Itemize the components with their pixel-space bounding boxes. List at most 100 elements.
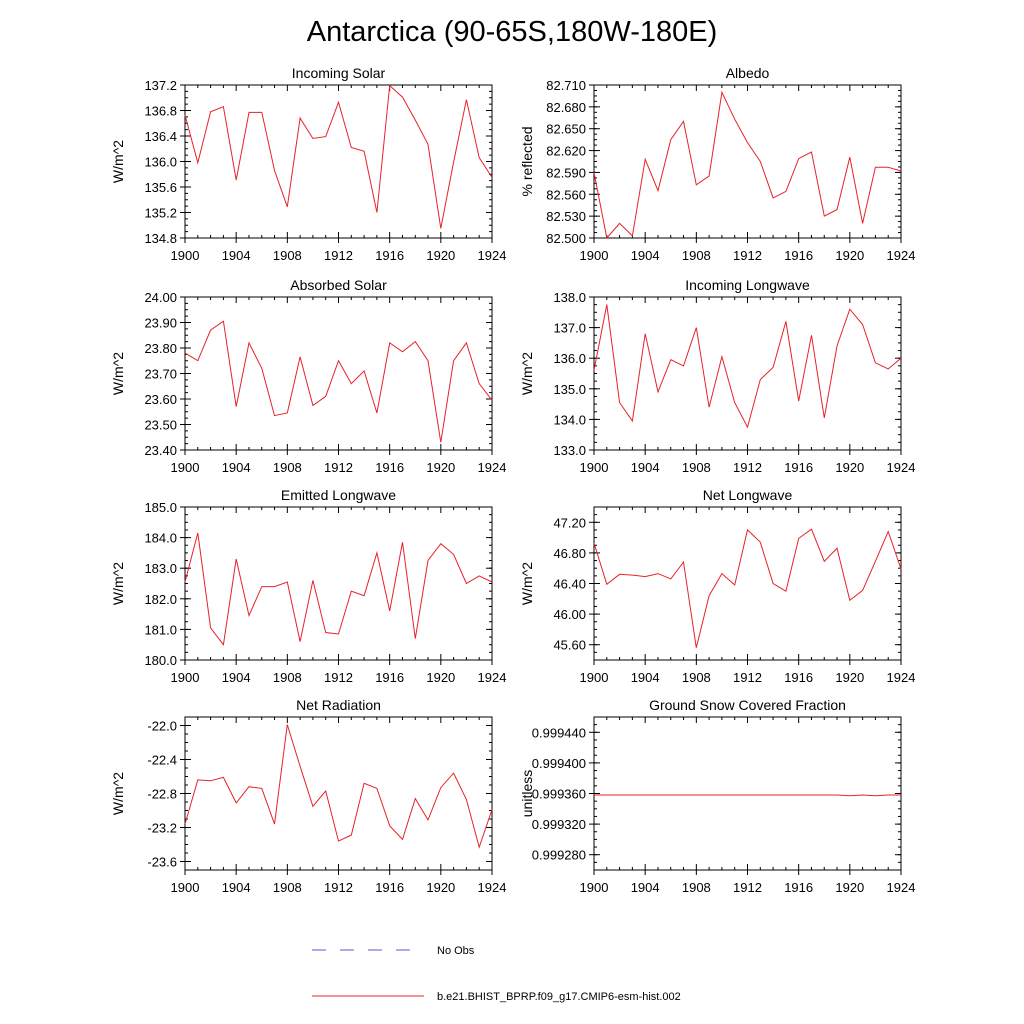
- x-tick-label: 1924: [478, 880, 507, 895]
- y-tick-label: 136.0: [144, 155, 177, 170]
- x-tick-label: 1924: [887, 248, 916, 263]
- x-tick-label: 1908: [682, 670, 711, 685]
- x-tick-label: 1912: [324, 460, 353, 475]
- y-tick-label: 0.999280: [532, 848, 586, 863]
- x-tick-label: 1900: [580, 460, 609, 475]
- x-tick-label: 1904: [222, 460, 251, 475]
- y-tick-label: -22.8: [147, 787, 177, 802]
- x-tick-label: 1908: [273, 880, 302, 895]
- x-tick-label: 1920: [426, 248, 455, 263]
- y-tick-label: 46.80: [553, 546, 586, 561]
- x-tick-label: 1916: [784, 248, 813, 263]
- y-tick-label: 133.0: [553, 443, 586, 458]
- panel-4: Emitted Longwave W/m^2 1900 1904 1908 1912 191…: [110, 487, 506, 685]
- panel-title: Incoming Longwave: [685, 277, 810, 293]
- y-tick-label: 0.999440: [532, 725, 586, 740]
- panel-0: Incoming Solar W/m^2 1900 1904 1908 1912 1916 1…: [110, 65, 506, 263]
- series-line: [184, 724, 493, 849]
- plot-frame: [593, 716, 902, 871]
- panel-title: Net Longwave: [703, 487, 793, 503]
- x-tick-label: 1920: [426, 460, 455, 475]
- y-tick-label: 135.6: [144, 180, 177, 195]
- y-tick-label: 46.40: [553, 577, 586, 592]
- x-tick-label: 1924: [478, 460, 507, 475]
- x-tick-label: 1920: [835, 670, 864, 685]
- x-tick-label: 1908: [682, 248, 711, 263]
- y-axis-label: W/m^2: [519, 352, 535, 395]
- plot-frame: [184, 506, 493, 661]
- y-tick-label: 82.710: [546, 78, 586, 93]
- x-tick-label: 1916: [375, 248, 404, 263]
- y-tick-label: -23.6: [147, 855, 177, 870]
- panel-2: Absorbed Solar W/m^2 1900 1904 1908 1912 1916 1…: [110, 277, 506, 475]
- x-tick-label: 1912: [733, 460, 762, 475]
- y-tick-label: -22.0: [147, 719, 177, 734]
- y-tick-label: 135.2: [144, 206, 177, 221]
- x-tick-label: 1912: [733, 670, 762, 685]
- plot-frame: [184, 84, 493, 239]
- panel-title: Absorbed Solar: [290, 277, 387, 293]
- x-tick-label: 1908: [273, 248, 302, 263]
- panel-1: Albedo % reflected 1900 1904 1908 1912 1916 192…: [519, 65, 915, 263]
- x-tick-label: 1904: [631, 880, 660, 895]
- y-tick-label: 23.70: [144, 367, 177, 382]
- x-tick-label: 1904: [631, 248, 660, 263]
- panel-title: Incoming Solar: [292, 65, 386, 81]
- panels: Incoming Solar W/m^2 1900 1904 1908 1912 1916 1…: [110, 65, 915, 895]
- panel-title: Net Radiation: [296, 697, 381, 713]
- x-tick-label: 1904: [222, 670, 251, 685]
- y-tick-label: 23.40: [144, 443, 177, 458]
- y-tick-label: 136.0: [553, 351, 586, 366]
- x-tick-label: 1916: [784, 880, 813, 895]
- y-tick-label: 82.590: [546, 165, 586, 180]
- x-tick-label: 1912: [324, 880, 353, 895]
- y-tick-label: 137.0: [553, 321, 586, 336]
- panel-5: Net Longwave W/m^2 1900 1904 1908 1912 1916 192…: [519, 487, 915, 685]
- y-tick-label: 184.0: [144, 531, 177, 546]
- x-tick-label: 1900: [171, 880, 200, 895]
- y-tick-label: -22.4: [147, 753, 177, 768]
- y-tick-label: 134.0: [553, 412, 586, 427]
- legend-label-no-obs: No Obs: [437, 945, 475, 957]
- y-tick-label: 0.999360: [532, 787, 586, 802]
- x-tick-label: 1924: [887, 670, 916, 685]
- x-tick-label: 1924: [887, 880, 916, 895]
- y-axis-label: W/m^2: [519, 562, 535, 605]
- x-tick-label: 1916: [375, 670, 404, 685]
- panel-title: Albedo: [726, 65, 770, 81]
- x-tick-label: 1920: [426, 670, 455, 685]
- x-tick-label: 1900: [171, 248, 200, 263]
- y-tick-label: 23.50: [144, 418, 177, 433]
- y-tick-label: 181.0: [144, 622, 177, 637]
- y-tick-label: 82.530: [546, 209, 586, 224]
- x-tick-label: 1924: [478, 670, 507, 685]
- x-tick-label: 1924: [887, 460, 916, 475]
- panel-title: Emitted Longwave: [281, 487, 396, 503]
- y-axis-label: unitless: [519, 770, 535, 817]
- x-tick-label: 1920: [835, 460, 864, 475]
- y-tick-label: 82.620: [546, 144, 586, 159]
- x-tick-label: 1920: [426, 880, 455, 895]
- x-tick-label: 1900: [171, 670, 200, 685]
- legend-label-model: b.e21.BHIST_BPRP.f09_g17.CMIP6-esm-hist.…: [437, 991, 681, 1003]
- y-axis-label: % reflected: [519, 126, 535, 196]
- x-tick-label: 1904: [631, 670, 660, 685]
- x-tick-label: 1904: [222, 880, 251, 895]
- figure-title: Antarctica (90-65S,180W-180E): [307, 16, 718, 48]
- y-tick-label: 82.680: [546, 100, 586, 115]
- series-line: [184, 84, 493, 229]
- y-tick-label: 182.0: [144, 592, 177, 607]
- y-tick-label: 82.650: [546, 122, 586, 137]
- y-tick-label: 185.0: [144, 500, 177, 515]
- y-tick-label: 47.20: [553, 515, 586, 530]
- y-tick-label: 23.90: [144, 316, 177, 331]
- y-tick-label: 82.500: [546, 231, 586, 246]
- x-tick-label: 1916: [784, 460, 813, 475]
- x-tick-label: 1904: [631, 460, 660, 475]
- y-tick-label: 23.60: [144, 392, 177, 407]
- series-line: [594, 794, 901, 797]
- x-tick-label: 1900: [580, 248, 609, 263]
- series-line: [593, 304, 902, 429]
- series-line: [184, 320, 493, 443]
